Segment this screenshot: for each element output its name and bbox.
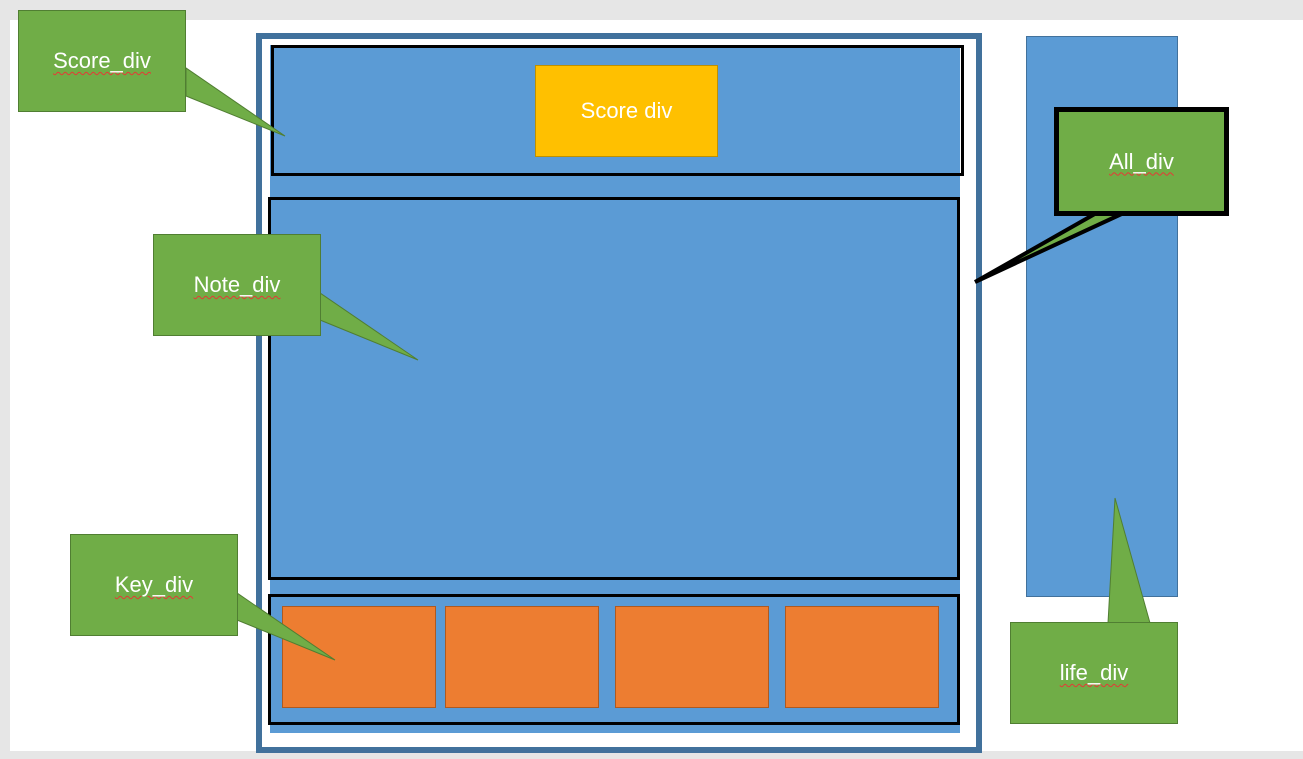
all-div-callout-text: All_div <box>1109 148 1174 174</box>
score-callout-pointer <box>185 67 286 137</box>
score-div-callout-text: Score_div <box>53 48 151 73</box>
key-div-callout: Key_div <box>70 534 238 636</box>
score-box-text: Score div <box>580 98 673 123</box>
note-div-callout-text: Note_div <box>193 272 281 297</box>
key-box-2 <box>445 606 599 708</box>
life-div-callout: life_div <box>1010 622 1178 724</box>
key-div-callout-text: Key_div <box>114 572 194 597</box>
score-box: Score div <box>535 65 718 157</box>
life-callout-pointer <box>1107 497 1151 624</box>
note-div-callout: Note_div <box>153 234 321 336</box>
note-section <box>268 197 960 580</box>
key-box-4 <box>785 606 939 708</box>
score-div-callout: Score_div <box>18 10 186 112</box>
note-callout-pointer <box>319 292 419 361</box>
life-div-callout-text: life_div <box>1059 660 1129 685</box>
key-box-1 <box>282 606 436 708</box>
key-box-3 <box>615 606 769 708</box>
key-callout-pointer <box>236 592 336 661</box>
all-callout-pointer <box>974 209 1129 284</box>
score-section <box>271 45 964 176</box>
all-div-frame <box>256 33 982 753</box>
key-section <box>268 594 960 725</box>
all-div-callout: All_div <box>1054 107 1229 216</box>
